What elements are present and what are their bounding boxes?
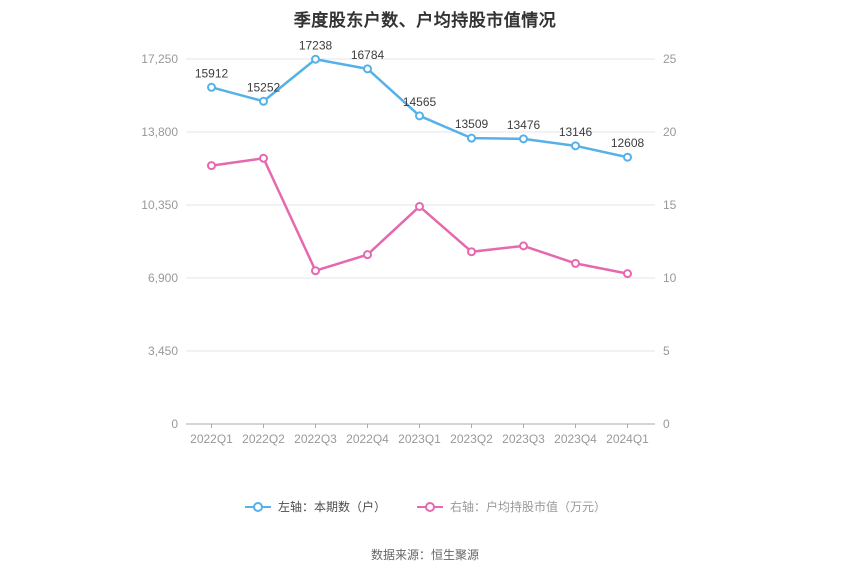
data-point-marker-per-capita-market-value[interactable] — [415, 201, 424, 211]
data-label: 12608 — [611, 136, 645, 150]
legend-line-marker-icon — [244, 501, 271, 512]
x-axis-label: 2023Q4 — [554, 432, 597, 446]
data-point-marker-shareholder-count[interactable] — [207, 82, 216, 92]
left-axis-tick-label: 3,450 — [148, 344, 178, 358]
data-point-marker-per-capita-market-value[interactable] — [259, 153, 268, 163]
data-point-marker-shareholder-count[interactable] — [571, 141, 580, 151]
data-source-label: 数据来源：恒生聚源 — [370, 548, 479, 562]
left-axis-tick-label: 10,350 — [141, 198, 178, 212]
data-point-marker-per-capita-market-value[interactable] — [363, 250, 372, 260]
data-point-marker-shareholder-count[interactable] — [363, 64, 372, 74]
left-axis-tick-label: 0 — [171, 417, 178, 431]
x-axis-label: 2023Q2 — [450, 432, 493, 446]
data-point-marker-per-capita-market-value[interactable] — [467, 247, 476, 257]
right-axis-tick-label: 10 — [663, 271, 677, 285]
data-label: 13509 — [455, 117, 489, 131]
x-axis-label: 2022Q3 — [294, 432, 337, 446]
x-axis-label: 2022Q2 — [242, 432, 285, 446]
data-label: 15912 — [195, 66, 229, 80]
data-point-marker-per-capita-market-value[interactable] — [519, 241, 528, 251]
data-point-marker-shareholder-count[interactable] — [467, 133, 476, 143]
data-label: 16784 — [351, 48, 385, 62]
x-axis-label: 2023Q1 — [398, 432, 441, 446]
data-label: 14565 — [403, 95, 437, 109]
data-point-marker-per-capita-market-value[interactable] — [207, 161, 216, 171]
data-label: 13476 — [507, 118, 541, 132]
right-axis-tick-label: 20 — [663, 125, 677, 139]
data-point-marker-shareholder-count[interactable] — [519, 134, 528, 144]
legend-label: 左轴：本期数（户） — [277, 500, 386, 514]
legend-line-marker-icon — [417, 501, 443, 512]
right-axis-tick-label: 15 — [663, 198, 677, 212]
left-axis-tick-label: 6,900 — [148, 271, 178, 285]
data-label: 15252 — [247, 80, 281, 94]
x-axis-label: 2022Q4 — [346, 432, 389, 446]
left-axis-tick-label: 13,800 — [141, 125, 178, 139]
left-axis-tick-label: 17,250 — [141, 52, 178, 66]
data-point-marker-per-capita-market-value[interactable] — [311, 266, 320, 276]
x-axis-label: 2024Q1 — [606, 432, 649, 446]
data-point-marker-shareholder-count[interactable] — [623, 152, 632, 162]
x-axis-label: 2022Q1 — [190, 432, 233, 446]
data-point-marker-per-capita-market-value[interactable] — [623, 269, 632, 279]
data-point-marker-per-capita-market-value[interactable] — [571, 258, 580, 268]
right-axis-tick-label: 0 — [663, 417, 670, 431]
right-axis-tick-label: 5 — [663, 344, 670, 358]
legend: 左轴：本期数（户） 右轴：户均持股市值（万元） — [0, 498, 850, 515]
x-axis-label: 2023Q3 — [502, 432, 545, 446]
legend-label: 右轴：户均持股市值（万元） — [450, 500, 607, 514]
data-label: 17238 — [299, 38, 333, 52]
chart-title: 季度股东户数、户均持股市值情况 — [293, 11, 557, 30]
legend-item-per-capita-market-value[interactable]: 右轴：户均持股市值（万元） — [416, 498, 606, 515]
line-per-capita-market-value — [210, 157, 629, 275]
legend-item-shareholder-count[interactable]: 左轴：本期数（户） — [244, 498, 386, 515]
data-label: 13146 — [559, 125, 593, 139]
data-point-marker-shareholder-count[interactable] — [259, 96, 268, 106]
right-axis-tick-label: 25 — [663, 52, 677, 66]
data-point-marker-shareholder-count[interactable] — [415, 111, 424, 121]
data-point-marker-shareholder-count[interactable] — [311, 54, 320, 64]
